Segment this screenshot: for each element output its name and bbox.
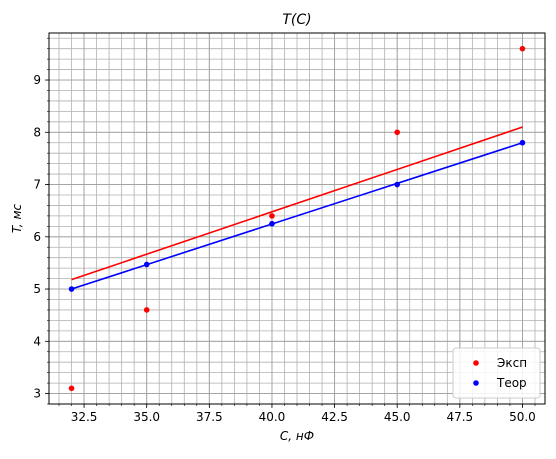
y-tick-label: 6	[33, 230, 41, 244]
x-tick-label: 40.0	[259, 410, 286, 424]
tick-labels: 32.5 35.0 37.5 40.0 42.5 45.0 47.5 50.0 3 4 5 6 7 8 9	[33, 73, 535, 424]
legend-marker-exp	[473, 360, 479, 366]
chart-title: T(C)	[282, 12, 311, 28]
x-tick-label: 35.0	[133, 410, 160, 424]
data-points	[68, 45, 526, 392]
legend-marker-theor	[473, 380, 479, 386]
y-tick-label: 4	[33, 334, 41, 348]
data-point-series-0	[68, 385, 75, 392]
data-point-series-0	[143, 307, 150, 313]
legend-label-theor: Теор	[496, 376, 527, 390]
data-point-series-1	[143, 261, 150, 268]
fit-line-series-0	[71, 126, 523, 281]
y-tick-label: 8	[33, 125, 41, 139]
data-point-series-1	[394, 181, 401, 188]
data-point-series-0	[519, 45, 526, 52]
x-tick-label: 47.5	[446, 410, 473, 424]
y-axis-label: T, мс	[10, 204, 24, 234]
y-tick-label: 9	[33, 73, 41, 87]
y-tick-label: 3	[33, 387, 41, 401]
ticks	[45, 37, 536, 408]
x-tick-label: 42.5	[321, 410, 348, 424]
x-tick-label: 50.0	[509, 410, 536, 424]
y-tick-label: 5	[33, 282, 41, 296]
data-point-series-0	[269, 213, 275, 219]
grid	[49, 33, 545, 405]
legend: Эксп Теор	[452, 347, 541, 399]
x-tick-label: 45.0	[384, 410, 411, 424]
data-point-series-0	[394, 129, 401, 136]
data-point-series-1	[519, 139, 526, 146]
data-point-series-1	[269, 220, 275, 227]
x-axis-label: C, нФ	[280, 429, 314, 443]
data-point-series-1	[68, 286, 75, 292]
x-tick-label: 32.5	[71, 410, 98, 424]
legend-label-exp: Эксп	[497, 356, 527, 370]
y-tick-label: 7	[33, 178, 41, 192]
x-tick-label: 37.5	[196, 410, 223, 424]
